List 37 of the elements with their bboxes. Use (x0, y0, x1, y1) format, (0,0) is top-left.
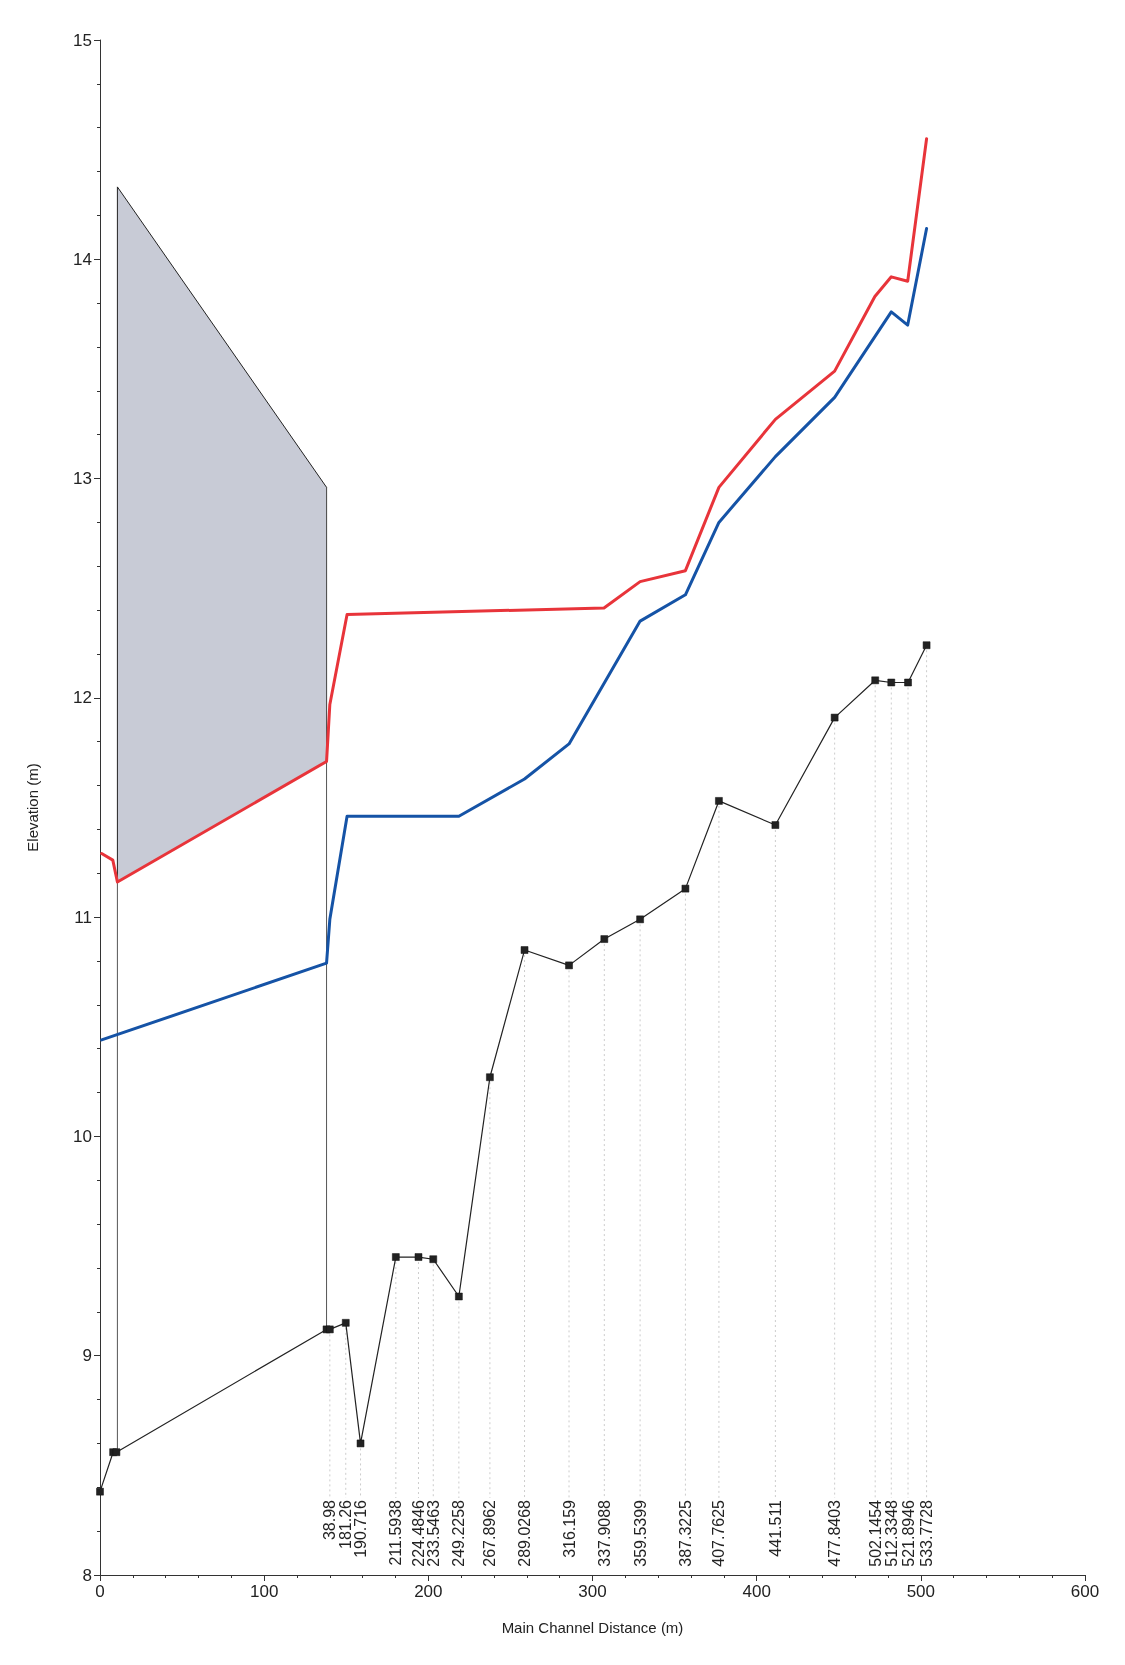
annotation: 387.3225 (676, 1499, 694, 1567)
y-tick-label: 9 (82, 1346, 92, 1366)
annotation: 359.5399 (631, 1499, 649, 1567)
annotation: 441.511 (766, 1499, 784, 1557)
y-axis-title: Elevation (m) (24, 763, 41, 852)
y-tick-label: 13 (73, 469, 92, 489)
x-tick-label: 300 (578, 1582, 607, 1601)
annotation: 521.8946 (899, 1499, 917, 1567)
y-tick-label: 11 (74, 907, 92, 927)
annotation: 181.26 (337, 1499, 355, 1549)
x-tick-label: 600 (1070, 1582, 1100, 1601)
y-tick-label: 10 (73, 1126, 92, 1146)
annotation: 316.159 (560, 1499, 578, 1558)
annotation: 477.8403 (826, 1499, 844, 1567)
annotation: 38.98 (321, 1499, 339, 1541)
annotation: 233.5463 (424, 1499, 442, 1567)
annotation: 224.4846 (409, 1499, 427, 1567)
y-tick-label: 15 (73, 30, 92, 50)
annotation: 337.9088 (595, 1499, 613, 1567)
annotation: 289.0268 (516, 1499, 534, 1567)
y-tick-label: 8 (82, 1565, 92, 1585)
x-tick-label: 0 (95, 1582, 105, 1601)
y-tick-label: 12 (73, 688, 92, 708)
annotation: 190.716 (352, 1499, 370, 1558)
x-tick-label: 500 (906, 1582, 936, 1601)
annotation: 407.7625 (710, 1499, 728, 1567)
annotation: 267.8962 (481, 1499, 499, 1567)
annotation: 211.5938 (387, 1499, 405, 1566)
annotation: 533.7728 (918, 1499, 936, 1567)
annotation: 512.3348 (882, 1499, 900, 1567)
x-axis-title: Main Channel Distance (m) (501, 1619, 684, 1636)
y-tick-label: 14 (73, 249, 92, 269)
x-tick-label: 400 (742, 1582, 771, 1601)
x-tick-label: 200 (414, 1582, 443, 1601)
x-tick-label: 100 (249, 1582, 279, 1601)
annotation: 249.2258 (450, 1499, 468, 1567)
annotation: 502.1454 (866, 1499, 884, 1567)
